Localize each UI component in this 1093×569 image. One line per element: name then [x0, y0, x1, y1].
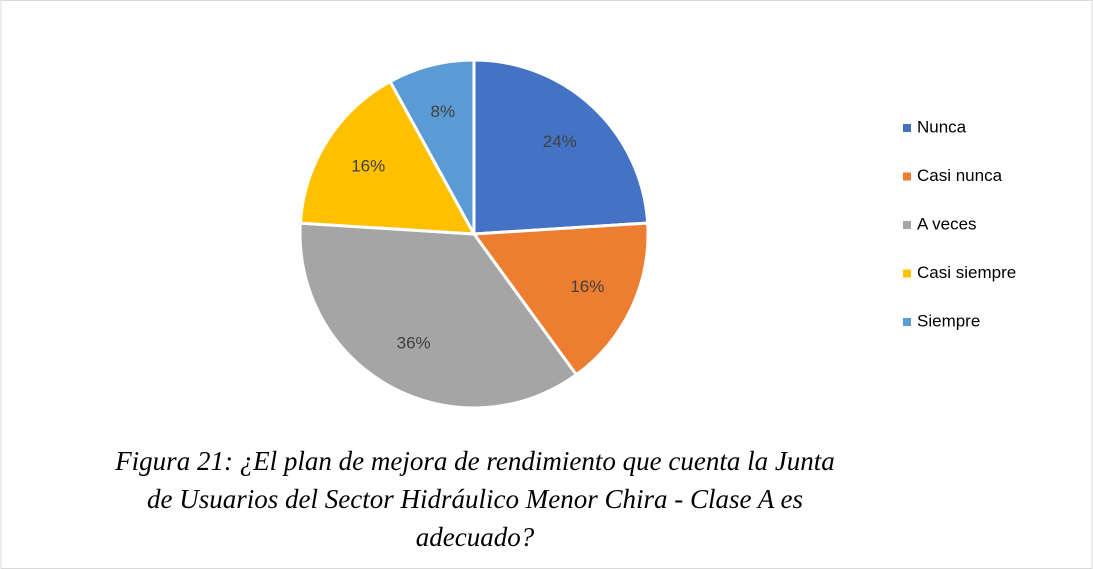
pie-slice: [471, 221, 650, 377]
pie-slice: [298, 221, 579, 410]
data-label: 24%: [543, 132, 577, 151]
figure-caption: Figura 21: ¿El plan de mejora de rendimi…: [115, 446, 835, 552]
data-label: 36%: [397, 333, 431, 352]
pie-slice: [298, 79, 477, 236]
legend-marker: [903, 269, 911, 278]
legend-label: Casi nunca: [917, 166, 1003, 185]
data-label: 16%: [351, 156, 385, 175]
legend-label: Casi siempre: [917, 263, 1016, 282]
data-label: 16%: [570, 277, 604, 296]
legend-marker: [903, 221, 911, 229]
legend-label: Nunca: [917, 117, 967, 136]
legend-label: A veces: [917, 214, 977, 233]
legend-marker: [903, 124, 911, 132]
pie-slice: [388, 58, 476, 235]
pie-slice: [472, 58, 650, 236]
legend-marker: [903, 318, 911, 326]
legend-label: Siempre: [917, 311, 980, 330]
data-label: 8%: [431, 102, 456, 121]
legend-marker: [903, 172, 911, 181]
